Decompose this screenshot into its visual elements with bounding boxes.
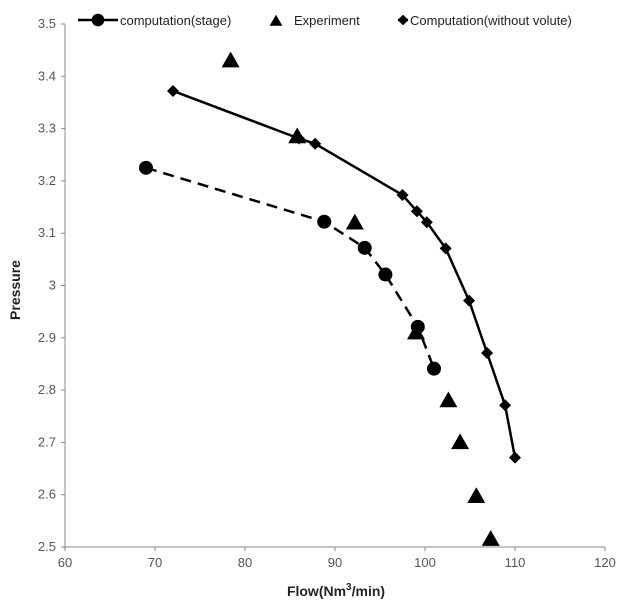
data-point bbox=[221, 51, 240, 68]
series-line bbox=[172, 89, 517, 458]
axes bbox=[64, 24, 605, 548]
data-point bbox=[451, 433, 470, 450]
y-tick-label: 3.5 bbox=[38, 16, 56, 31]
data-point bbox=[357, 240, 372, 255]
series-0 bbox=[139, 160, 441, 376]
data-point bbox=[317, 214, 332, 229]
data-point bbox=[499, 399, 512, 412]
tick-labels: 60 70 80 90 100 110 120 2.5 2.6 2.7 2.8 2.9 3 3.1 3.2 3… bbox=[38, 16, 616, 570]
y-tick-label: 2.6 bbox=[38, 487, 56, 502]
legend-marker bbox=[91, 13, 105, 27]
y-tick-label: 2.5 bbox=[38, 539, 56, 554]
data-point bbox=[420, 216, 433, 229]
data-point bbox=[481, 346, 494, 359]
y-tick-label: 2.9 bbox=[38, 330, 56, 345]
data-point bbox=[410, 205, 423, 218]
data-point bbox=[309, 137, 322, 150]
data-point bbox=[139, 160, 153, 175]
legend-marker bbox=[269, 14, 283, 26]
y-tick-label: 2.8 bbox=[38, 382, 56, 397]
data-point bbox=[509, 451, 521, 464]
data-point bbox=[345, 213, 364, 230]
legend-marker bbox=[397, 14, 409, 26]
data-point bbox=[481, 530, 500, 546]
data-point bbox=[463, 294, 476, 307]
data-point bbox=[439, 242, 452, 255]
x-tick-label: 80 bbox=[238, 555, 252, 570]
y-tick-label: 3.2 bbox=[38, 173, 56, 188]
x-tick-label: 90 bbox=[328, 555, 342, 570]
y-tick-label: 2.7 bbox=[38, 434, 56, 449]
legend-label: Computation(without volute) bbox=[410, 13, 572, 28]
x-tick-label: 120 bbox=[594, 555, 616, 570]
y-tick-label: 3.1 bbox=[38, 225, 56, 240]
legend-label: computation(stage) bbox=[120, 13, 231, 28]
x-tick-label: 60 bbox=[58, 555, 72, 570]
y-axis-title: Pressure bbox=[7, 260, 23, 320]
legend-item: Experiment bbox=[269, 13, 360, 28]
data-point bbox=[378, 267, 393, 282]
y-tick-label: 3.4 bbox=[38, 68, 56, 83]
legend: computation(stage) Experiment Computation(… bbox=[78, 13, 572, 28]
y-tick-label: 3 bbox=[49, 278, 56, 293]
data-point bbox=[439, 391, 458, 408]
x-tick-label: 100 bbox=[414, 555, 436, 570]
data-point bbox=[467, 487, 486, 504]
data-point bbox=[407, 323, 425, 340]
series-line bbox=[145, 166, 436, 370]
legend-item: Computation(without volute) bbox=[397, 13, 572, 28]
legend-item: computation(stage) bbox=[78, 13, 231, 28]
data-point bbox=[396, 189, 409, 202]
legend-label: Experiment bbox=[294, 13, 360, 28]
data-point bbox=[427, 361, 441, 376]
x-tick-label: 70 bbox=[148, 555, 162, 570]
y-tick-label: 3.3 bbox=[38, 121, 56, 136]
series-2 bbox=[167, 84, 521, 464]
data-point bbox=[293, 132, 305, 145]
data-point bbox=[167, 84, 179, 97]
x-axis-title: Flow(Nm3/min) bbox=[287, 582, 385, 599]
plot-area bbox=[139, 51, 521, 546]
x-tick-label: 110 bbox=[505, 555, 526, 570]
